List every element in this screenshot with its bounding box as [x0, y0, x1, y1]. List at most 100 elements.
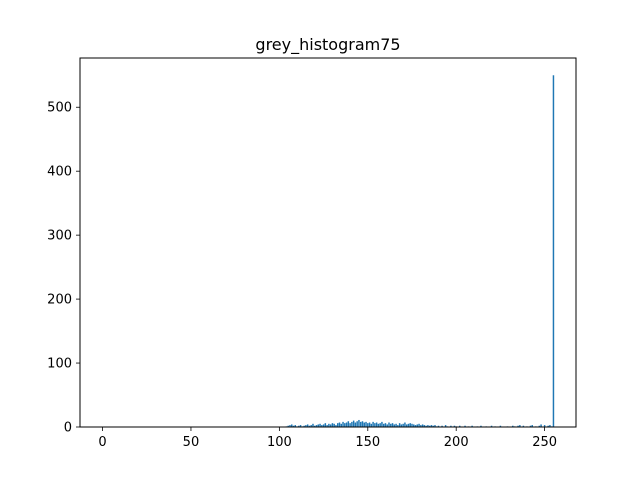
histogram-bar — [365, 421, 367, 427]
histogram-bar — [314, 425, 316, 427]
histogram-bar — [384, 423, 387, 427]
histogram-bar — [317, 424, 320, 427]
histogram-bar — [298, 425, 300, 427]
histogram-bar — [409, 423, 411, 427]
x-tick-label: 200 — [444, 435, 469, 450]
histogram-bar — [543, 425, 546, 427]
histogram-bar — [397, 425, 399, 427]
histogram-bar — [388, 422, 390, 427]
histogram-bar — [344, 423, 346, 427]
histogram-bar — [464, 425, 466, 427]
histogram-bar — [352, 420, 355, 427]
histogram-bar — [393, 424, 396, 427]
histogram-bar — [459, 425, 461, 427]
histogram-bar — [299, 425, 302, 427]
histogram-bar — [420, 425, 422, 427]
histogram-bar — [324, 423, 327, 427]
x-tick-label: 0 — [98, 435, 106, 450]
histogram-bar — [499, 425, 502, 427]
y-axis: 0 100 200 300 400 500 — [47, 101, 80, 436]
histogram-bar — [294, 425, 297, 427]
y-tick-label: 200 — [47, 293, 72, 308]
y-tick-label: 500 — [47, 101, 72, 116]
histogram-bar — [400, 424, 403, 427]
histogram-bar — [395, 423, 397, 427]
histogram-bar — [361, 421, 364, 427]
histogram-bar — [519, 425, 521, 427]
histogram-bar — [375, 422, 378, 427]
histogram-bar — [421, 424, 424, 427]
histogram-bar — [517, 425, 519, 427]
x-tick-label: 250 — [532, 435, 557, 450]
histogram-bar — [552, 75, 555, 428]
histogram-bar — [379, 423, 381, 427]
histogram-bar — [305, 425, 307, 427]
histogram-bar — [303, 425, 305, 427]
histogram-bar — [321, 425, 323, 427]
histogram-bar — [329, 424, 332, 427]
histogram-bar — [374, 423, 376, 427]
y-tick-label: 300 — [47, 229, 72, 244]
y-tick-label: 100 — [47, 357, 72, 372]
plot-frame — [79, 57, 577, 428]
histogram-bar — [382, 423, 385, 427]
histogram-bar — [368, 422, 371, 427]
histogram-bar — [512, 425, 514, 427]
histogram-bar — [430, 425, 433, 427]
y-tick-label: 0 — [64, 421, 72, 436]
histogram-bar — [540, 424, 542, 427]
x-axis: 0 50 100 150 200 250 — [98, 427, 557, 450]
histogram-bar — [522, 425, 525, 427]
histogram-bar — [547, 425, 549, 427]
histogram-bar — [427, 425, 429, 427]
histogram-bar — [345, 422, 348, 427]
histogram-bar — [450, 425, 452, 427]
histogram-bar — [308, 425, 311, 427]
histogram-bar — [418, 423, 420, 427]
histogram-bar — [372, 421, 374, 427]
histogram-bar — [402, 423, 404, 427]
histogram-bar — [322, 424, 325, 427]
histogram-bar — [312, 423, 314, 427]
histogram-bar — [480, 425, 482, 427]
histogram-bar — [354, 422, 357, 427]
histogram-bar — [289, 425, 291, 427]
histogram-bar — [416, 424, 419, 427]
histogram-bar — [453, 425, 456, 427]
histogram-bar — [444, 425, 447, 427]
histogram-bar — [359, 421, 362, 427]
histogram-bar — [335, 425, 337, 427]
histogram-bar — [428, 425, 431, 427]
histogram-bar — [407, 423, 410, 427]
histogram-bar — [434, 425, 436, 427]
histogram-bar — [381, 421, 383, 427]
histogram-bar — [315, 425, 318, 427]
histogram-bar — [363, 422, 365, 427]
histogram-bar — [370, 423, 373, 427]
histogram-bar — [336, 423, 339, 427]
histogram-bar — [390, 423, 392, 427]
histogram-bar — [377, 423, 380, 427]
histogram-bar — [414, 425, 417, 427]
histogram-bar — [291, 424, 293, 427]
histogram-bar — [398, 423, 401, 427]
bars-group — [285, 75, 555, 428]
histogram-bar — [391, 423, 394, 427]
histogram-bar — [529, 425, 532, 427]
histogram-bar — [342, 421, 344, 427]
histogram-bar — [423, 425, 426, 427]
histogram-bar — [347, 421, 350, 427]
chart-title: grey_histogram75 — [255, 35, 400, 55]
histogram-bar — [405, 424, 408, 427]
histogram-bar — [331, 423, 334, 427]
x-tick-label: 100 — [267, 435, 292, 450]
histogram-bar — [306, 424, 309, 427]
histogram-bar — [358, 419, 360, 427]
histogram-bar — [404, 422, 406, 427]
histogram-bar — [326, 425, 328, 427]
histogram-bar — [351, 421, 353, 427]
histogram-bar — [441, 425, 443, 427]
